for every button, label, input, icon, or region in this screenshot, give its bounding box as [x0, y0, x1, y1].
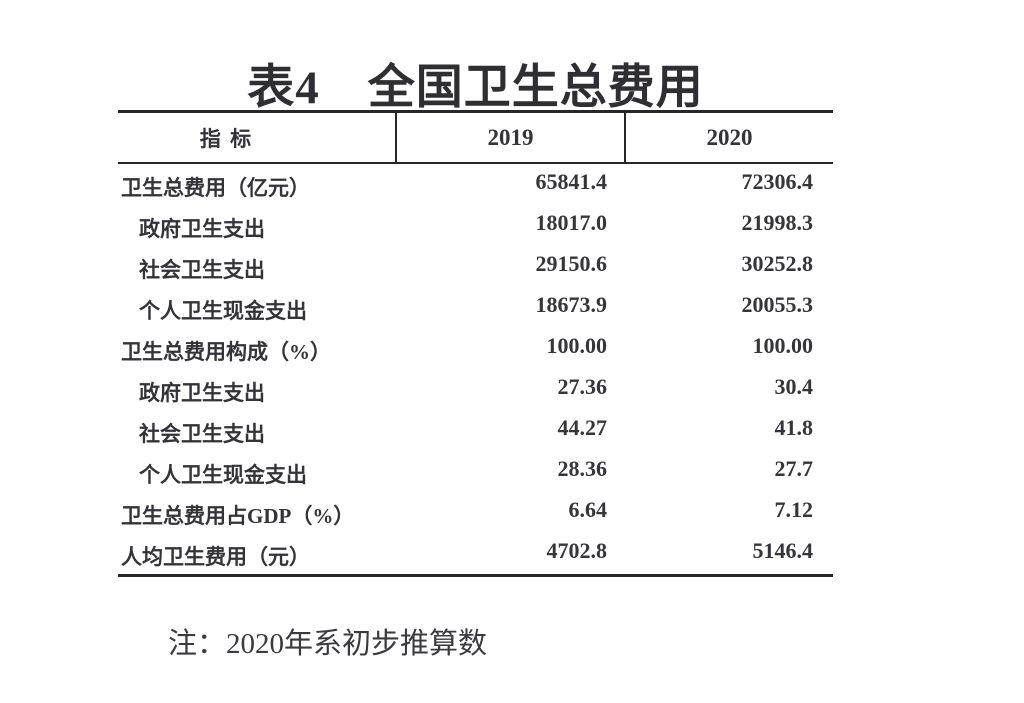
value-2019: 44.27 — [557, 414, 608, 440]
value-2019: 6.64 — [568, 496, 608, 522]
row-label: 政府卫生支出 — [139, 380, 265, 405]
table-header-row: 指 标 2019 2020 — [118, 113, 833, 164]
column-header-2019: 2019 — [395, 113, 626, 162]
value-2020: 21998.3 — [741, 209, 814, 235]
row-label: 政府卫生支出 — [139, 216, 265, 241]
column-header-indicator: 指 标 — [199, 126, 254, 151]
value-2020: 72306.4 — [741, 168, 814, 194]
table-row: 个人卫生现金支出 28.36 27.7 — [118, 451, 833, 492]
row-label: 卫生总费用构成（%） — [121, 339, 331, 364]
column-header-2020: 2020 — [706, 124, 753, 150]
row-label: 社会卫生支出 — [139, 421, 265, 446]
value-2019: 65841.4 — [535, 168, 608, 194]
value-2019: 100.00 — [546, 332, 608, 358]
value-2019: 18017.0 — [535, 209, 608, 235]
row-label: 卫生总费用占GDP（%） — [121, 503, 355, 528]
value-2020: 41.8 — [774, 414, 814, 440]
value-2019: 27.36 — [557, 373, 608, 399]
table-row: 卫生总费用构成（%） 100.00 100.00 — [118, 328, 833, 369]
table-title: 表4 全国卫生总费用 — [247, 62, 704, 114]
table-row: 政府卫生支出 18017.0 21998.3 — [118, 205, 833, 246]
table-row: 卫生总费用（亿元） 65841.4 72306.4 — [118, 164, 833, 205]
value-2020: 30.4 — [774, 373, 814, 399]
row-label: 人均卫生费用（元） — [121, 544, 310, 569]
value-2020: 100.00 — [752, 332, 814, 358]
value-2020: 20055.3 — [741, 291, 814, 317]
table-row: 卫生总费用占GDP（%） 6.64 7.12 — [118, 492, 833, 533]
row-label: 卫生总费用（亿元） — [121, 175, 310, 200]
value-2019: 18673.9 — [535, 291, 608, 317]
health-expenditure-table: 指 标 2019 2020 卫生总费用（亿元） 65841.4 72306.4 … — [118, 110, 833, 577]
value-2020: 7.12 — [774, 496, 814, 522]
row-label: 个人卫生现金支出 — [139, 298, 307, 323]
table-row: 社会卫生支出 29150.6 30252.8 — [118, 246, 833, 287]
value-2020: 5146.4 — [752, 537, 814, 563]
row-label: 社会卫生支出 — [139, 257, 265, 282]
table-body: 卫生总费用（亿元） 65841.4 72306.4 政府卫生支出 18017.0… — [118, 164, 833, 574]
table-row: 政府卫生支出 27.36 30.4 — [118, 369, 833, 410]
value-2019: 28.36 — [557, 455, 608, 481]
table-row: 社会卫生支出 44.27 41.8 — [118, 410, 833, 451]
row-label: 个人卫生现金支出 — [139, 462, 307, 487]
value-2019: 4702.8 — [546, 537, 608, 563]
value-2020: 30252.8 — [741, 250, 814, 276]
table-row: 个人卫生现金支出 18673.9 20055.3 — [118, 287, 833, 328]
value-2019: 29150.6 — [535, 250, 608, 276]
table-row: 人均卫生费用（元） 4702.8 5146.4 — [118, 533, 833, 574]
value-2020: 27.7 — [774, 455, 814, 481]
table-note: 注：2020年系初步推算数 — [168, 628, 488, 660]
